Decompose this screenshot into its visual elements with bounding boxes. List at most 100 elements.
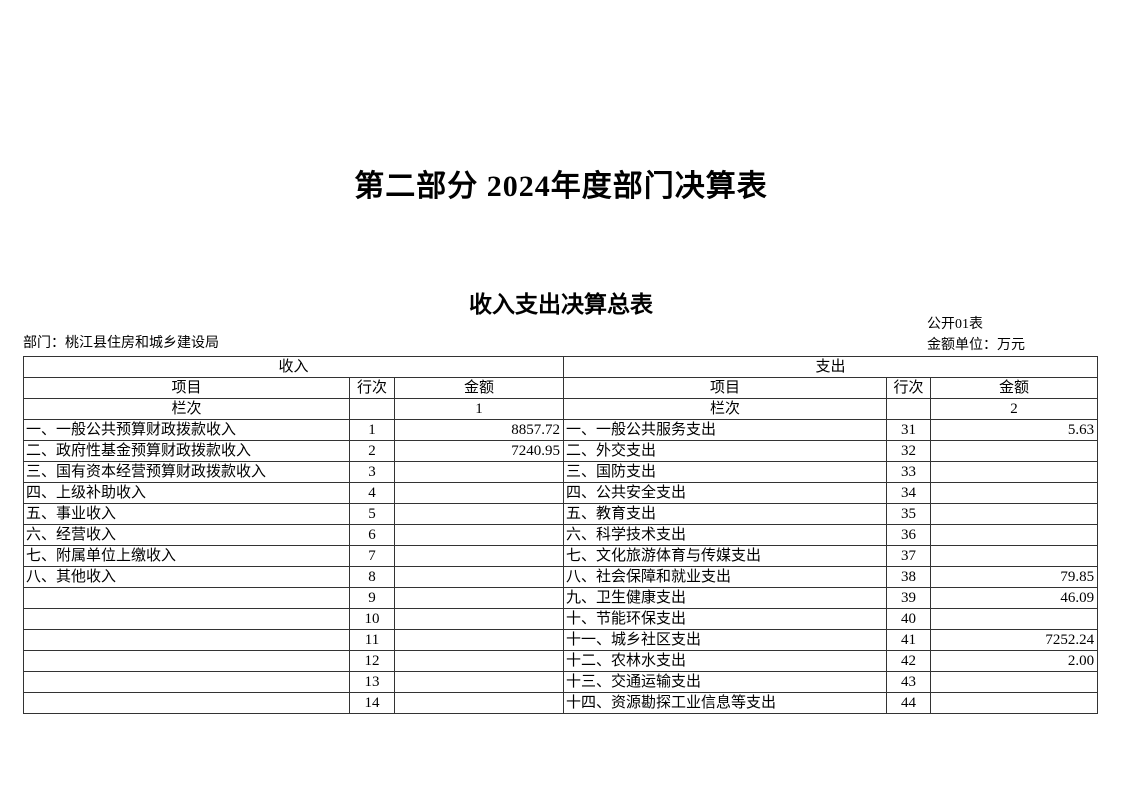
table-row: 9 九、卫生健康支出 39 46.09 (23, 587, 1099, 609)
table-row: 六、经营收入 6 六、科学技术支出 36 (23, 524, 1099, 546)
income-amount (393, 461, 565, 483)
table-row: 七、附属单位上缴收入 7 七、文化旅游体育与传媒支出 37 (23, 545, 1099, 567)
expense-index-label: 栏次 (563, 398, 888, 420)
expense-item: 十、节能环保支出 (563, 608, 888, 630)
income-amount: 8857.72 (393, 419, 565, 441)
income-item (23, 671, 350, 693)
expense-amount (930, 524, 1099, 546)
income-amount (393, 629, 565, 651)
expense-item: 十四、资源勘探工业信息等支出 (563, 692, 888, 714)
income-item (23, 650, 350, 672)
expense-section-header: 支出 (563, 356, 1099, 378)
expense-amount (930, 671, 1099, 693)
income-amount (393, 650, 565, 672)
income-line-number: 11 (349, 629, 395, 651)
income-item (23, 629, 350, 651)
expense-column-index: 2 (930, 398, 1099, 420)
expense-amount (930, 608, 1099, 630)
income-item: 七、附属单位上缴收入 (23, 545, 350, 567)
income-item (23, 692, 350, 714)
income-item: 一、一般公共预算财政拨款收入 (23, 419, 350, 441)
expense-amount: 46.09 (930, 587, 1099, 609)
income-amount (393, 566, 565, 588)
expense-line-number: 42 (886, 650, 932, 672)
income-item: 五、事业收入 (23, 503, 350, 525)
income-line-column-header: 行次 (349, 377, 395, 399)
income-line-number: 1 (349, 419, 395, 441)
table-row: 四、上级补助收入 4 四、公共安全支出 34 (23, 482, 1099, 504)
expense-line-number: 34 (886, 482, 932, 504)
income-item (23, 608, 350, 630)
expense-item: 十二、农林水支出 (563, 650, 888, 672)
form-number-label: 公开01表 (927, 317, 983, 332)
table-row: 12 十二、农林水支出 42 2.00 (23, 650, 1099, 672)
expense-index-line-blank (886, 398, 932, 420)
income-item (23, 587, 350, 609)
income-item: 三、国有资本经营预算财政拨款收入 (23, 461, 350, 483)
budget-table: 收入 支出 项目 行次 金额 项目 行次 金额 栏次 1 栏次 2 (22, 356, 1099, 714)
income-line-number: 7 (349, 545, 395, 567)
income-line-number: 10 (349, 608, 395, 630)
column-header-row: 项目 行次 金额 项目 行次 金额 (23, 377, 1099, 399)
income-line-number: 4 (349, 482, 395, 504)
expense-amount (930, 440, 1099, 462)
expense-item-column-header: 项目 (563, 377, 888, 399)
table-title: 收入支出决算总表 (469, 292, 653, 317)
expense-line-number: 39 (886, 587, 932, 609)
income-item: 八、其他收入 (23, 566, 350, 588)
income-amount: 7240.95 (393, 440, 565, 462)
expense-line-number: 32 (886, 440, 932, 462)
expense-line-number: 43 (886, 671, 932, 693)
table-row: 五、事业收入 5 五、教育支出 35 (23, 503, 1099, 525)
income-line-number: 2 (349, 440, 395, 462)
expense-item: 一、一般公共服务支出 (563, 419, 888, 441)
income-index-label: 栏次 (23, 398, 350, 420)
expense-item: 六、科学技术支出 (563, 524, 888, 546)
expense-item: 九、卫生健康支出 (563, 587, 888, 609)
table-row: 八、其他收入 8 八、社会保障和就业支出 38 79.85 (23, 566, 1099, 588)
income-amount (393, 671, 565, 693)
income-amount (393, 482, 565, 504)
expense-item: 十三、交通运输支出 (563, 671, 888, 693)
expense-item: 三、国防支出 (563, 461, 888, 483)
column-index-row: 栏次 1 栏次 2 (23, 398, 1099, 420)
expense-line-number: 41 (886, 629, 932, 651)
income-column-index: 1 (393, 398, 565, 420)
income-line-number: 9 (349, 587, 395, 609)
expense-item: 五、教育支出 (563, 503, 888, 525)
expense-amount: 7252.24 (930, 629, 1099, 651)
department-label: 部门：桃江县住房和城乡建设局 (23, 336, 219, 351)
income-amount (393, 692, 565, 714)
unit-label: 金额单位：万元 (927, 338, 1025, 353)
expense-item: 二、外交支出 (563, 440, 888, 462)
income-line-number: 13 (349, 671, 395, 693)
expense-amount (930, 692, 1099, 714)
income-amount (393, 524, 565, 546)
income-item: 四、上级补助收入 (23, 482, 350, 504)
table-row: 13 十三、交通运输支出 43 (23, 671, 1099, 693)
expense-amount-column-header: 金额 (930, 377, 1099, 399)
expense-line-number: 38 (886, 566, 932, 588)
table-row: 三、国有资本经营预算财政拨款收入 3 三、国防支出 33 (23, 461, 1099, 483)
income-section-header: 收入 (22, 356, 565, 378)
income-line-number: 5 (349, 503, 395, 525)
income-amount (393, 587, 565, 609)
table-row: 10 十、节能环保支出 40 (23, 608, 1099, 630)
expense-item: 十一、城乡社区支出 (563, 629, 888, 651)
income-amount (393, 545, 565, 567)
income-line-number: 14 (349, 692, 395, 714)
section-header-row: 收入 支出 (22, 356, 1099, 378)
expense-item: 七、文化旅游体育与传媒支出 (563, 545, 888, 567)
expense-amount: 2.00 (930, 650, 1099, 672)
expense-line-number: 33 (886, 461, 932, 483)
income-amount (393, 503, 565, 525)
expense-item: 四、公共安全支出 (563, 482, 888, 504)
income-item-column-header: 项目 (23, 377, 350, 399)
expense-line-number: 36 (886, 524, 932, 546)
table-row: 一、一般公共预算财政拨款收入 1 8857.72 一、一般公共服务支出 31 5… (23, 419, 1099, 441)
expense-line-number: 35 (886, 503, 932, 525)
expense-line-number: 44 (886, 692, 932, 714)
income-item: 二、政府性基金预算财政拨款收入 (23, 440, 350, 462)
table-row: 二、政府性基金预算财政拨款收入 2 7240.95 二、外交支出 32 (23, 440, 1099, 462)
